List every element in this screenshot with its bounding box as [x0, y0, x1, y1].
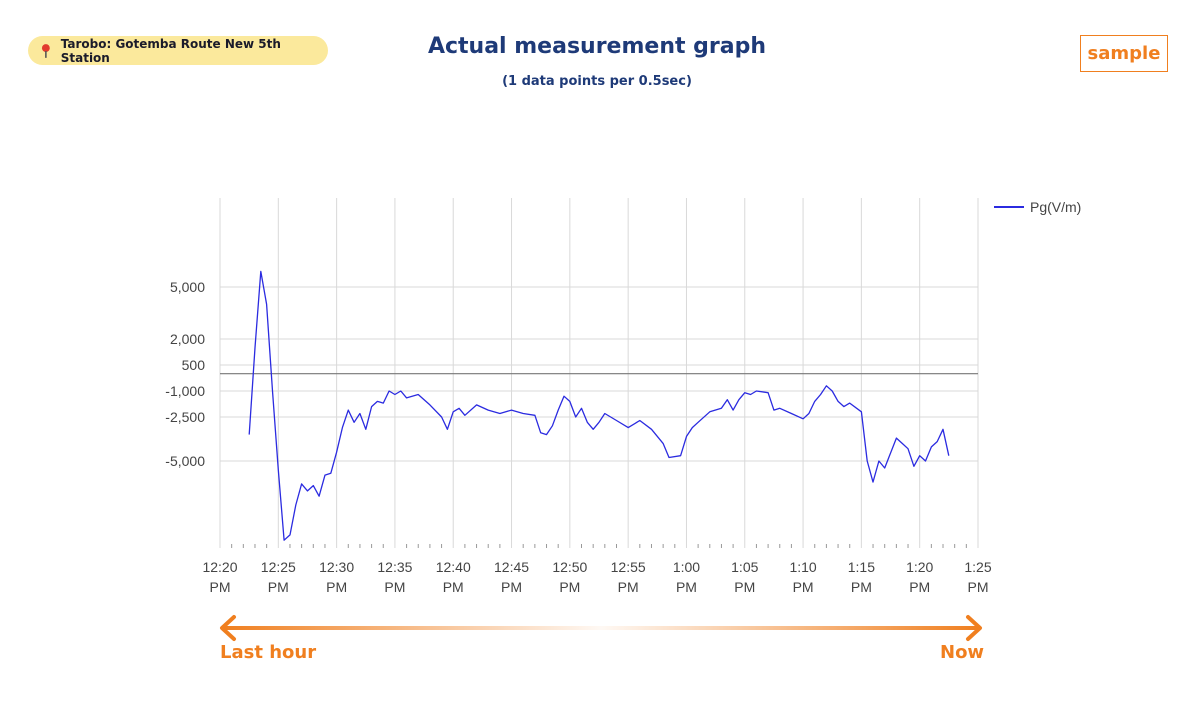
x-tick-label: 12:45 [494, 559, 529, 575]
y-tick-label: -5,000 [165, 453, 205, 469]
x-tick-label-period: PM [618, 579, 639, 595]
x-tick-label-period: PM [501, 579, 522, 595]
legend-label: Pg(V/m) [1030, 199, 1081, 215]
y-tick-label: 500 [182, 357, 206, 373]
chart-legend: Pg(V/m) [994, 199, 1081, 215]
x-tick-label: 1:05 [731, 559, 758, 575]
x-tick-label: 12:20 [202, 559, 237, 575]
x-tick-label-period: PM [268, 579, 289, 595]
chart-grid [219, 198, 979, 548]
y-tick-label: -1,000 [165, 383, 205, 399]
location-label: Tarobo: Gotemba Route New 5th Station [60, 36, 281, 65]
page-subtitle: (1 data points per 0.5sec) [502, 74, 692, 89]
map-pin-icon [41, 43, 50, 58]
y-tick-label: 5,000 [170, 279, 205, 295]
x-tick-label-period: PM [384, 579, 405, 595]
x-tick-label-period: PM [734, 579, 755, 595]
range-end-label: Now [940, 642, 985, 663]
page-title: Actual measurement graph [427, 34, 767, 59]
x-tick-label: 1:10 [789, 559, 816, 575]
x-tick-label-period: PM [326, 579, 347, 595]
x-tick-label: 12:55 [611, 559, 646, 575]
x-tick-label: 1:25 [964, 559, 991, 575]
series-line-pg [248, 270, 950, 541]
x-tick-label: 12:35 [377, 559, 412, 575]
x-tick-label: 12:40 [436, 559, 471, 575]
chart-ticks: 12:20 PM 12:25 PM 12:30 PM 12:35 PM 12:40 PM 12:45… [165, 279, 992, 595]
x-tick-label-period: PM [968, 579, 989, 595]
x-tick-label-period: PM [210, 579, 231, 595]
location-badge: Tarobo: Gotemba Route New 5th Station [28, 36, 328, 65]
x-tick-label-period: PM [559, 579, 580, 595]
x-tick-label-period: PM [909, 579, 930, 595]
range-start-label: Last hour [220, 642, 317, 663]
y-tick-label: -2,500 [165, 409, 205, 425]
x-tick-label: 12:50 [552, 559, 587, 575]
x-tick-label-period: PM [676, 579, 697, 595]
x-tick-label: 12:30 [319, 559, 354, 575]
x-tick-label-period: PM [793, 579, 814, 595]
sample-badge: sample [1080, 35, 1168, 72]
x-tick-label-period: PM [443, 579, 464, 595]
range-arrow [220, 615, 982, 641]
x-tick-label: 1:00 [673, 559, 700, 575]
chart-series [248, 270, 950, 541]
x-tick-label-period: PM [851, 579, 872, 595]
y-tick-label: 2,000 [170, 331, 205, 347]
x-tick-label: 12:25 [261, 559, 296, 575]
x-tick-label: 1:15 [848, 559, 875, 575]
x-tick-label: 1:20 [906, 559, 933, 575]
